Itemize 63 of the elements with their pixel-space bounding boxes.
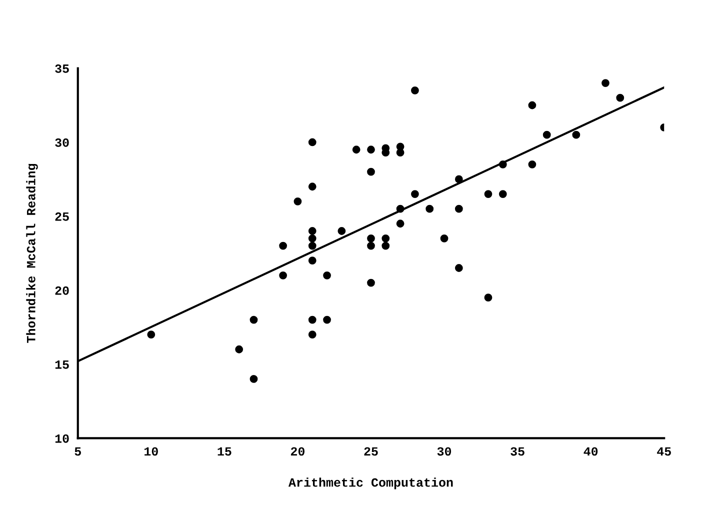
y-tick-label: 20 <box>55 286 69 295</box>
y-tick-label: 15 <box>55 360 69 369</box>
point <box>426 204 434 213</box>
y-axis-title: Thorndike McCall Reading <box>26 164 38 343</box>
point <box>454 175 463 184</box>
point <box>396 220 404 228</box>
point <box>338 227 346 235</box>
y-tick-label: 10 <box>55 434 69 443</box>
point <box>367 234 375 242</box>
point <box>367 168 375 176</box>
point <box>308 330 316 339</box>
point <box>235 345 244 354</box>
point <box>323 316 331 324</box>
point <box>484 294 492 302</box>
point <box>308 138 316 146</box>
point <box>396 148 404 157</box>
point <box>367 242 375 250</box>
point <box>367 146 375 154</box>
y-tick-label: 25 <box>55 212 69 221</box>
point <box>250 316 258 324</box>
x-tick-label: 45 <box>657 447 671 456</box>
x-axis-title: Arithmetic Computation <box>288 478 453 490</box>
point <box>308 242 316 250</box>
x-tick-label: 15 <box>218 447 232 456</box>
x-tick-label: 5 <box>74 447 81 456</box>
x-tick-label: 25 <box>364 447 378 456</box>
point <box>352 146 360 154</box>
point <box>294 197 302 206</box>
point <box>382 234 390 242</box>
point <box>602 79 610 87</box>
y-tick-label: 30 <box>55 138 69 147</box>
x-tick-label: 10 <box>144 447 158 456</box>
point <box>528 160 536 168</box>
point <box>411 86 419 94</box>
point <box>382 242 390 250</box>
y-tick-label: 35 <box>55 64 69 73</box>
x-tick-label: 30 <box>437 447 452 456</box>
point <box>440 234 448 242</box>
point <box>323 271 331 280</box>
point <box>250 375 258 383</box>
point <box>454 204 463 213</box>
point <box>308 182 316 191</box>
point <box>367 278 375 287</box>
point <box>308 234 316 242</box>
point <box>616 94 624 102</box>
point <box>484 190 492 198</box>
point <box>396 204 404 213</box>
x-tick-label: 40 <box>584 447 598 456</box>
point <box>279 242 288 250</box>
point <box>308 227 316 235</box>
point <box>542 130 551 139</box>
point <box>498 160 507 168</box>
point <box>308 316 316 324</box>
point <box>308 256 316 265</box>
point <box>454 264 463 272</box>
point <box>411 190 419 198</box>
point <box>147 330 156 339</box>
point <box>572 130 580 139</box>
x-tick-label: 20 <box>290 447 304 456</box>
x-tick-label: 35 <box>510 447 524 456</box>
point <box>528 101 536 110</box>
point <box>498 190 507 198</box>
point <box>279 271 288 280</box>
